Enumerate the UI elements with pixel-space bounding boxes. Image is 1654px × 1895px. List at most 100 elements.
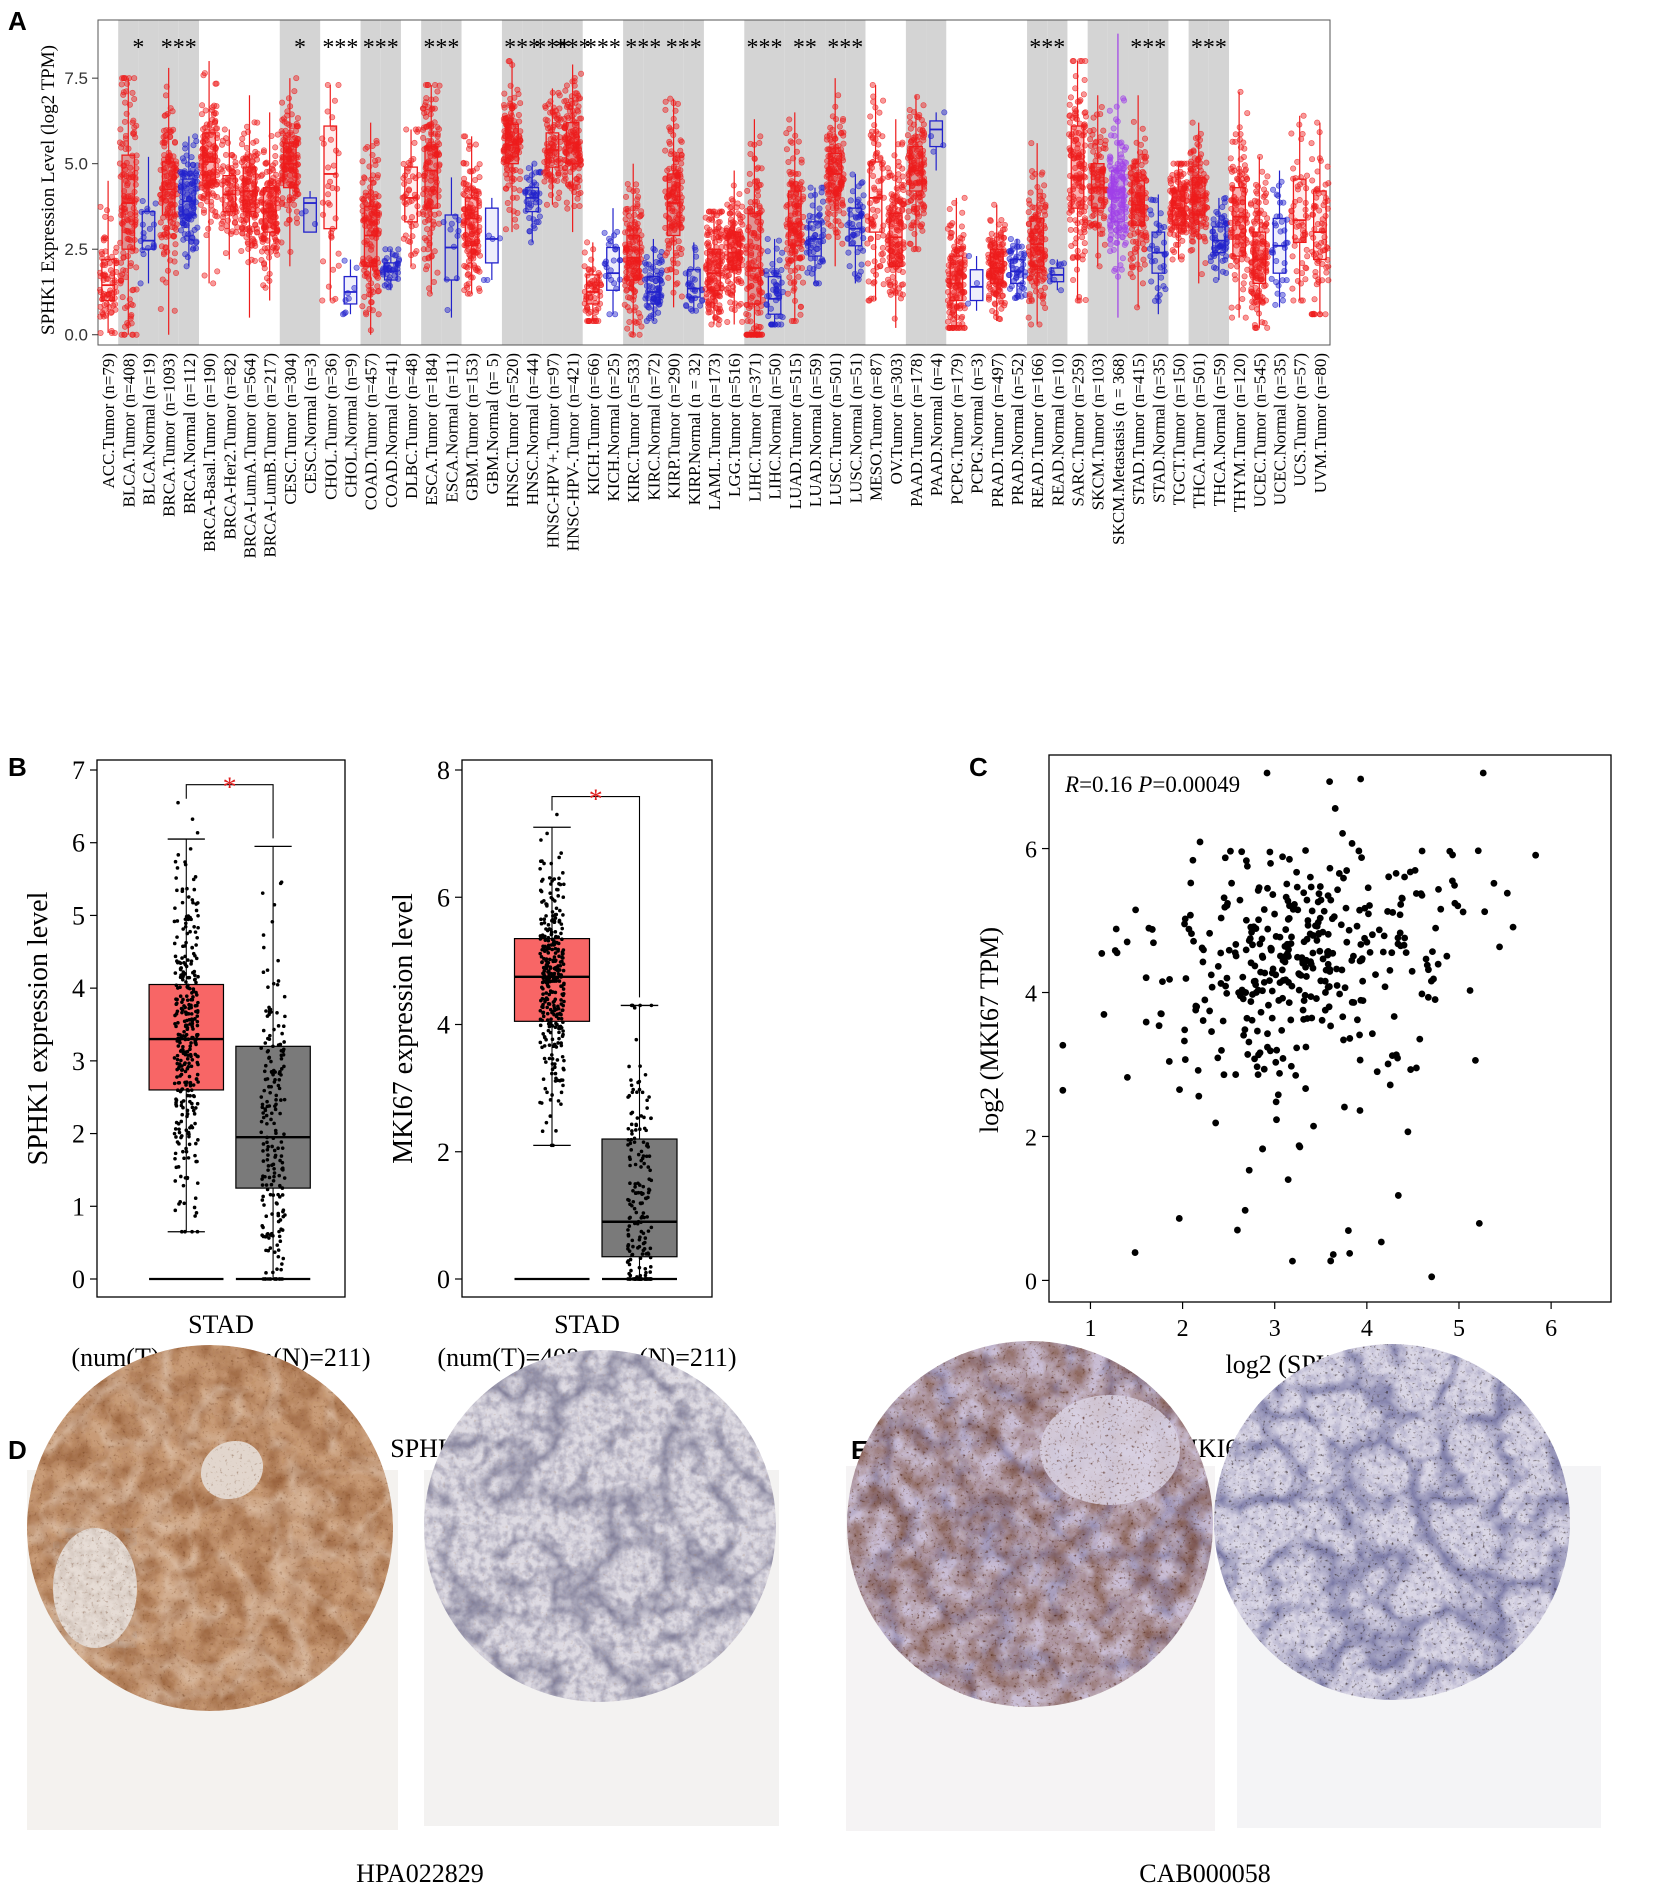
data-point — [786, 125, 793, 132]
data-point — [501, 90, 508, 97]
data-point — [118, 259, 125, 266]
panel-a-letter: A — [8, 6, 27, 36]
data-point — [998, 305, 1005, 312]
data-point — [1007, 235, 1014, 242]
data-point — [411, 139, 418, 146]
data-point — [435, 210, 442, 217]
panel-a: A 0.02.55.07.5 * *** * *** *** *** ***********… — [8, 6, 1332, 558]
data-point — [662, 98, 669, 105]
box — [727, 231, 742, 271]
data-point — [190, 142, 197, 149]
data-point — [949, 220, 956, 227]
boxplot-group — [884, 119, 908, 328]
data-point — [566, 108, 573, 115]
data-point — [189, 161, 196, 168]
data-point — [1037, 292, 1044, 299]
data-point — [736, 190, 743, 197]
data-point — [335, 82, 342, 89]
data-point — [960, 232, 967, 239]
data-point — [869, 135, 876, 142]
data-point — [835, 92, 842, 99]
data-point — [331, 97, 338, 104]
data-point — [643, 318, 650, 325]
data-point — [181, 158, 188, 165]
data-point — [754, 187, 761, 194]
data-point — [798, 156, 805, 163]
data-point — [784, 290, 791, 297]
data-point — [577, 189, 584, 196]
data-point — [266, 254, 273, 261]
boxplot-group — [601, 208, 624, 318]
data-point — [504, 200, 511, 207]
panel-a-axes: 0.02.55.07.5 — [64, 19, 1331, 346]
data-point — [182, 145, 189, 152]
boxplot-group — [985, 201, 1008, 323]
data-point — [432, 82, 439, 89]
boxplot-group — [722, 170, 746, 325]
data-point — [555, 195, 562, 202]
data-point — [1041, 284, 1048, 291]
group-shade — [299, 20, 321, 345]
data-point — [466, 145, 473, 152]
data-point — [884, 266, 891, 273]
data-point — [118, 81, 125, 88]
data-point — [657, 253, 664, 260]
data-point — [914, 93, 921, 100]
data-point — [908, 224, 915, 231]
data-point — [578, 70, 585, 77]
data-point — [117, 126, 124, 133]
y-tick-label: 0.0 — [64, 326, 88, 345]
data-point — [864, 240, 871, 247]
data-point — [1001, 300, 1008, 307]
box — [101, 258, 116, 302]
data-point — [129, 331, 136, 338]
data-point — [279, 99, 286, 106]
data-point — [584, 239, 591, 246]
data-point — [460, 159, 467, 166]
data-point — [804, 269, 811, 276]
data-point — [907, 197, 914, 204]
data-point — [263, 275, 270, 282]
data-point — [1080, 91, 1087, 98]
data-point — [117, 280, 124, 287]
data-point — [203, 232, 210, 239]
data-point — [635, 318, 642, 325]
data-point — [232, 159, 239, 166]
data-point — [167, 175, 174, 182]
data-point — [563, 199, 570, 206]
group-shade — [683, 20, 704, 345]
data-point — [787, 171, 794, 178]
significance-mark: *** — [625, 35, 661, 61]
box — [666, 173, 681, 237]
data-point — [899, 139, 906, 146]
data-point — [280, 115, 287, 122]
data-point — [768, 321, 775, 328]
data-point — [500, 102, 507, 109]
data-point — [220, 163, 227, 170]
data-point — [144, 205, 151, 212]
data-point — [424, 82, 431, 89]
data-point — [383, 255, 390, 262]
data-point — [895, 158, 902, 165]
data-point — [243, 144, 250, 151]
boxplot-group — [218, 126, 241, 260]
significance-mark: *** — [161, 35, 197, 61]
data-point — [362, 145, 369, 152]
data-point — [293, 208, 300, 215]
data-point — [755, 192, 762, 199]
data-point — [461, 175, 468, 182]
data-point — [859, 179, 866, 186]
data-point — [152, 200, 159, 207]
data-point — [786, 274, 793, 281]
data-point — [525, 165, 532, 172]
data-point — [783, 246, 790, 253]
data-point — [756, 139, 763, 146]
data-point — [203, 187, 210, 194]
data-point — [727, 216, 734, 223]
data-point — [651, 318, 658, 325]
data-point — [873, 128, 880, 135]
data-point — [845, 249, 852, 256]
data-point — [192, 133, 199, 140]
data-point — [879, 257, 886, 264]
significance-mark: *** — [666, 35, 702, 61]
